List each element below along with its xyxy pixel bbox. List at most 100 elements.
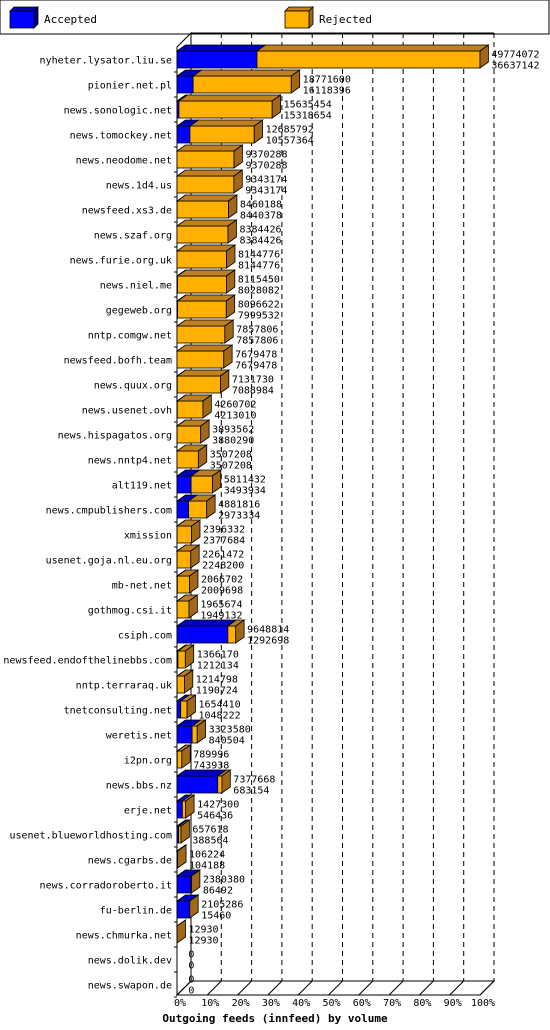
value-label-rejected: 2377684 — [203, 536, 245, 547]
value-label-accepted: 8115450 — [238, 275, 280, 286]
value-label-rejected: 1292698 — [247, 636, 289, 647]
bar-rejected — [177, 650, 186, 669]
legend-accepted-swatch — [9, 10, 35, 29]
category-label: tnetconsulting.net — [64, 706, 172, 717]
category-label: weretis.net — [106, 731, 172, 742]
bar-side — [226, 244, 236, 269]
value-label-rejected: 36637142 — [491, 61, 539, 72]
bar-rejected — [189, 125, 255, 144]
value-label-rejected: 10557364 — [266, 136, 314, 147]
gridline-floor — [419, 980, 434, 996]
x-tick-label: 50% — [322, 998, 340, 1009]
bar-accepted — [176, 75, 194, 94]
category-label: news.bbs.nz — [106, 781, 172, 792]
value-label-accepted: 12930 — [188, 925, 218, 936]
value-label-rejected: 2248200 — [202, 561, 244, 572]
value-label-accepted: 7857806 — [236, 325, 278, 336]
bar-side — [221, 769, 231, 794]
bar-side — [271, 94, 281, 119]
x-tick-label: 90% — [444, 998, 462, 1009]
category-label: fu-berlin.de — [100, 906, 172, 917]
gridline-floor — [267, 980, 283, 996]
value-label-accepted: 2396332 — [203, 525, 245, 536]
gridline-floor — [237, 980, 252, 996]
bar-side — [211, 469, 222, 494]
value-label-accepted: 5811432 — [224, 475, 266, 486]
category-label: newsfeed.xs3.de — [82, 206, 172, 217]
category-label: news.tomockey.net — [70, 131, 172, 142]
bar-rejected — [176, 400, 204, 419]
bar-rejected — [177, 300, 227, 319]
category-label: xmission — [124, 531, 172, 542]
value-label-rejected: 8384426 — [239, 236, 281, 247]
bar-rejected-top — [175, 194, 239, 202]
bar-rejected — [176, 675, 185, 694]
value-label-rejected: 546436 — [197, 811, 233, 822]
bar-side — [196, 719, 207, 744]
bar-side — [202, 394, 212, 419]
bar-accepted — [176, 700, 182, 719]
bar-rejected — [176, 200, 229, 219]
category-label: gothmog.csi.it — [88, 606, 172, 617]
category-label: csiph.com — [118, 631, 172, 642]
bar-rejected-top — [188, 119, 264, 127]
legend-accepted: Accepted — [9, 6, 97, 29]
bar-rejected-top — [175, 244, 237, 252]
bar-side — [220, 369, 230, 394]
bar-accepted-top — [175, 619, 238, 627]
bar-rejected — [256, 50, 481, 69]
bar-rejected — [190, 475, 213, 494]
x-tick-label: 30% — [262, 998, 280, 1009]
bar-side — [223, 344, 233, 369]
bar-accepted — [176, 800, 183, 819]
bar-rejected — [192, 75, 292, 94]
value-label-accepted: 3893562 — [212, 425, 254, 436]
bar-rejected-top — [175, 219, 238, 227]
bar-rejected — [176, 250, 227, 269]
value-label-accepted: 2261472 — [202, 550, 244, 561]
value-label-rejected: 683154 — [233, 786, 269, 797]
bar-rejected-top — [176, 269, 237, 277]
value-label-rejected: 7857806 — [236, 336, 278, 347]
category-label: alt119.net — [112, 481, 172, 492]
bar-row: news.swapon.de 00 — [88, 975, 194, 998]
value-label-accepted: 15635454 — [284, 100, 332, 111]
bar-rejected — [176, 225, 229, 244]
bar-rejected — [176, 350, 225, 369]
bar-side — [191, 519, 201, 544]
bar-rejected — [176, 150, 235, 169]
value-label-rejected: 3880290 — [212, 436, 254, 447]
gridline-floor — [328, 980, 343, 996]
value-label-accepted: 4260702 — [214, 400, 256, 411]
value-label-accepted: 3323580 — [209, 725, 251, 736]
value-label-rejected: 388564 — [192, 836, 228, 847]
value-label-accepted: 9343174 — [245, 175, 287, 186]
gridline-floor — [297, 980, 313, 996]
value-label-rejected: 12930 — [188, 936, 218, 947]
bar-side — [290, 69, 301, 94]
value-label-rejected: 7679478 — [235, 361, 277, 372]
bar-rejected — [176, 375, 221, 394]
bar-rejected — [227, 625, 237, 644]
category-label: gegeweb.org — [106, 306, 172, 317]
x-tick-label: 0% — [174, 998, 186, 1009]
value-label-accepted: 7679478 — [235, 350, 277, 361]
bar-accepted — [176, 475, 192, 494]
bar-rejected-top — [177, 94, 282, 102]
bar-side — [184, 644, 195, 669]
bar-side — [224, 319, 234, 344]
bar-rejected-top — [176, 294, 236, 302]
